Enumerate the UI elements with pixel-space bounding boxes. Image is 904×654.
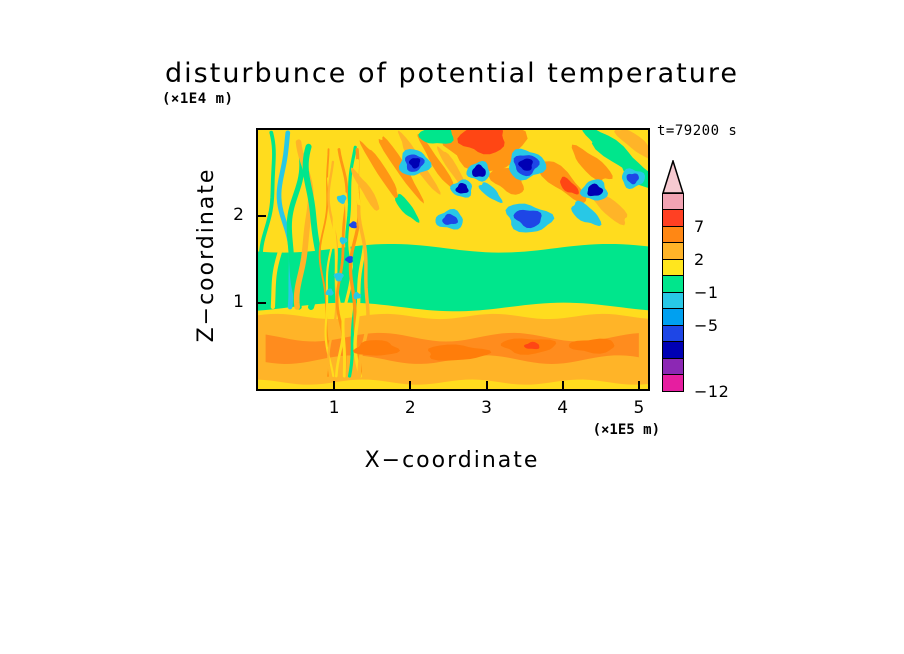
x-tick-mark <box>637 381 640 389</box>
z-tick-mark <box>258 215 266 218</box>
chart-title: disturbunce of potential temperature <box>165 58 739 89</box>
z-tick-label: 1 <box>233 291 244 312</box>
colorbar-segments <box>662 192 684 392</box>
z-tick-label: 2 <box>233 205 244 226</box>
colorbar-segment <box>662 324 684 343</box>
z-tick-mark <box>258 301 266 304</box>
colorbar-tick-label: −12 <box>694 382 730 401</box>
z-axis-unit-label: (×1E4 m) <box>162 91 234 107</box>
z-axis-title: Z−coordinate <box>194 167 219 343</box>
colorbar-segment <box>662 192 684 211</box>
contour-field-canvas <box>258 130 648 389</box>
colorbar-tick-label: −5 <box>694 316 719 335</box>
x-tick-mark <box>333 381 336 389</box>
colorbar-tick-label: 2 <box>694 250 705 269</box>
x-tick-mark <box>561 381 564 389</box>
colorbar-segment <box>662 308 684 326</box>
x-tick-label: 3 <box>481 398 492 418</box>
colorbar-segment <box>662 291 684 310</box>
x-tick-mark <box>409 381 412 389</box>
x-tick-label: 2 <box>404 398 416 418</box>
colorbar-tick-label: 7 <box>694 217 705 236</box>
x-axis-title: X−coordinate <box>364 448 540 473</box>
colorbar-segment <box>662 341 684 359</box>
colorbar-segment <box>662 258 684 277</box>
time-annotation: t=79200 s <box>657 123 738 139</box>
colorbar-segment <box>662 357 684 376</box>
plot-area <box>256 128 650 391</box>
x-tick-label: 5 <box>633 398 645 418</box>
colorbar-segment <box>662 275 684 293</box>
colorbar-segment <box>662 374 684 392</box>
colorbar-tick-label: −1 <box>694 283 719 302</box>
x-tick-mark <box>485 381 488 389</box>
colorbar-segment <box>662 209 684 227</box>
x-tick-label: 1 <box>328 398 340 418</box>
colorbar: 7 2 −1 −5 −12 <box>662 160 742 401</box>
x-axis-unit-label: (×1E5 m) <box>592 422 660 438</box>
colorbar-segment <box>662 225 684 244</box>
x-tick-label: 4 <box>557 398 569 418</box>
colorbar-segment <box>662 242 684 260</box>
colorbar-arrow-icon <box>662 160 684 194</box>
